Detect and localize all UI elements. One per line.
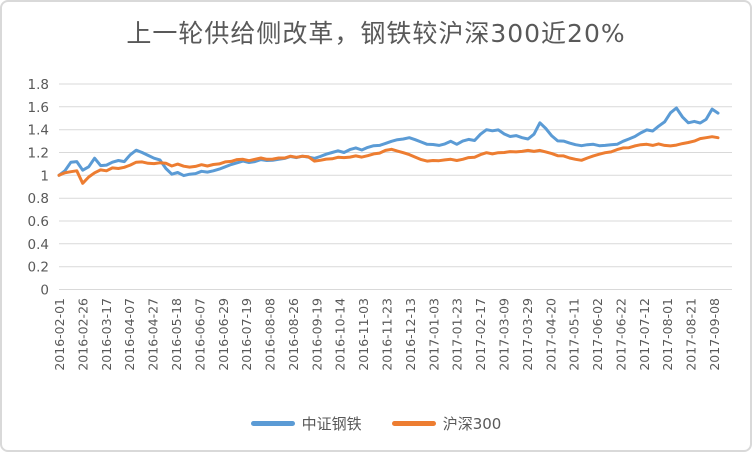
y-tick-label: 1.4 <box>28 123 49 139</box>
x-tick-label: 2017-09-08 <box>707 298 722 371</box>
series-line-hs300 <box>57 135 720 185</box>
x-tick-label: 2017-08-21 <box>684 298 699 371</box>
x-tick-label: 2016-02-01 <box>52 298 67 371</box>
x-tick-label: 2017-03-29 <box>520 298 535 371</box>
y-tick-label: 0.8 <box>28 191 49 207</box>
x-tick-label: 2016-03-17 <box>99 298 114 371</box>
x-tick-label: 2016-04-27 <box>146 298 161 371</box>
x-tick-label: 2016-08-08 <box>263 298 278 371</box>
y-tick-label: 1.2 <box>28 146 49 162</box>
x-tick-label: 2016-11-03 <box>356 298 371 371</box>
x-tick-label: 2017-04-20 <box>543 298 558 371</box>
x-tick-label: 2016-05-18 <box>169 298 184 371</box>
x-tick-label: 2017-01-23 <box>450 298 465 371</box>
legend-line-swatch-steel <box>250 421 295 426</box>
chart-title: 上一轮供给侧改革，钢铁较沪深300近20% <box>126 19 626 48</box>
series-line-steel <box>57 106 720 178</box>
x-tick-label: 2017-05-11 <box>567 298 582 371</box>
y-tick-label: 1 <box>40 168 49 184</box>
y-tick-label: 0.6 <box>28 214 49 230</box>
x-tick-label: 2016-10-14 <box>333 298 348 371</box>
x-tick-label: 2017-01-03 <box>426 298 441 371</box>
y-tick-label: 1.8 <box>28 77 49 93</box>
x-tick-label: 2016-06-29 <box>216 298 231 371</box>
x-tick-label: 2016-08-26 <box>286 298 301 371</box>
y-tick-label: 0 <box>40 283 49 299</box>
x-tick-label: 2016-02-26 <box>75 298 90 371</box>
x-tick-label: 2017-06-02 <box>590 298 605 371</box>
x-tick-label: 2017-02-17 <box>473 298 488 371</box>
x-tick-label: 2016-06-07 <box>192 298 207 371</box>
x-tick-label: 2016-07-19 <box>239 298 254 371</box>
legend-line-swatch-hs300 <box>391 421 436 426</box>
chart-legend: 中证钢铁 沪深300 <box>2 413 750 434</box>
y-tick-label: 0.4 <box>28 237 49 253</box>
y-tick-label: 0.2 <box>28 260 49 276</box>
x-tick-label: 2016-12-13 <box>403 298 418 371</box>
x-tick-label: 2016-04-07 <box>122 298 137 371</box>
legend-label-steel: 中证钢铁 <box>301 415 362 433</box>
x-tick-label: 2016-11-23 <box>380 298 395 371</box>
x-tick-label: 2017-06-22 <box>613 298 628 371</box>
x-tick-label: 2017-07-12 <box>637 298 652 371</box>
x-tick-label: 2017-08-01 <box>660 298 675 371</box>
x-tick-label: 2017-03-09 <box>497 298 512 371</box>
legend-item-steel: 中证钢铁 <box>250 413 362 434</box>
y-tick-label: 1.6 <box>28 100 49 116</box>
legend-item-hs300: 沪深300 <box>391 413 502 434</box>
x-tick-label: 2016-09-19 <box>309 298 324 371</box>
legend-label-hs300: 沪深300 <box>442 415 502 433</box>
